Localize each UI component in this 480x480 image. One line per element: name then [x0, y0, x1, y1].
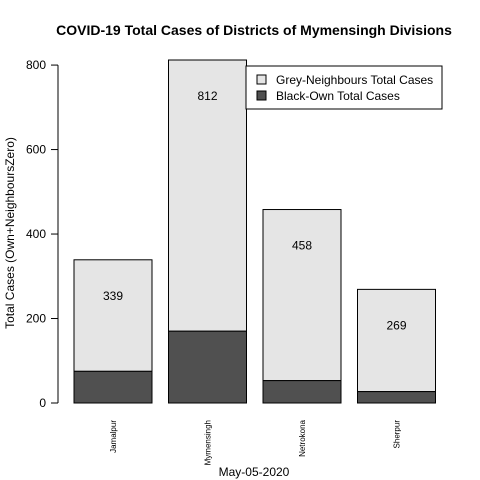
legend: Grey-Neighbours Total Cases Black-Own Tot…: [245, 65, 443, 110]
category-label: Jamalpur: [109, 420, 118, 453]
bar-total-label: 269: [386, 318, 406, 332]
y-axis-label: Total Cases (Own+NeighboursZero): [3, 137, 17, 329]
bar-total-label: 458: [292, 239, 312, 253]
y-tick-label: 0: [39, 396, 46, 410]
legend-label: Grey-Neighbours Total Cases: [276, 73, 433, 87]
y-tick-label: 600: [26, 143, 46, 157]
chart-title: COVID-19 Total Cases of Districts of Mym…: [56, 22, 452, 38]
bar-segment-own: [73, 370, 153, 404]
y-tick-label: 200: [26, 312, 46, 326]
bar-segment-neighbours: [262, 209, 342, 382]
bars: 339 812 458 269: [73, 59, 436, 404]
category-label: Sherpur: [393, 420, 402, 449]
category-labels: Jamalpur Mymensingh Netrokona Sherpur: [109, 419, 402, 465]
bar-total-label: 339: [103, 289, 123, 303]
bar-segment-neighbours: [73, 259, 153, 372]
y-tick-label: 400: [26, 227, 46, 241]
y-axis: 0 200 400 600 800: [26, 58, 59, 410]
x-axis-label: May-05-2020: [219, 465, 290, 479]
category-label: Mymensingh: [204, 420, 213, 465]
bar-total-label: 812: [197, 89, 217, 103]
bar-segment-own: [168, 330, 247, 404]
legend-label: Black-Own Total Cases: [276, 89, 400, 103]
legend-swatch: [256, 90, 267, 101]
bar-segment-own: [262, 380, 342, 404]
y-tick-label: 800: [26, 58, 46, 72]
category-label: Netrokona: [298, 419, 307, 456]
legend-box: [245, 65, 443, 110]
bar-segment-own: [357, 391, 436, 404]
legend-swatch: [256, 74, 267, 85]
bar-segment-neighbours: [357, 288, 436, 393]
